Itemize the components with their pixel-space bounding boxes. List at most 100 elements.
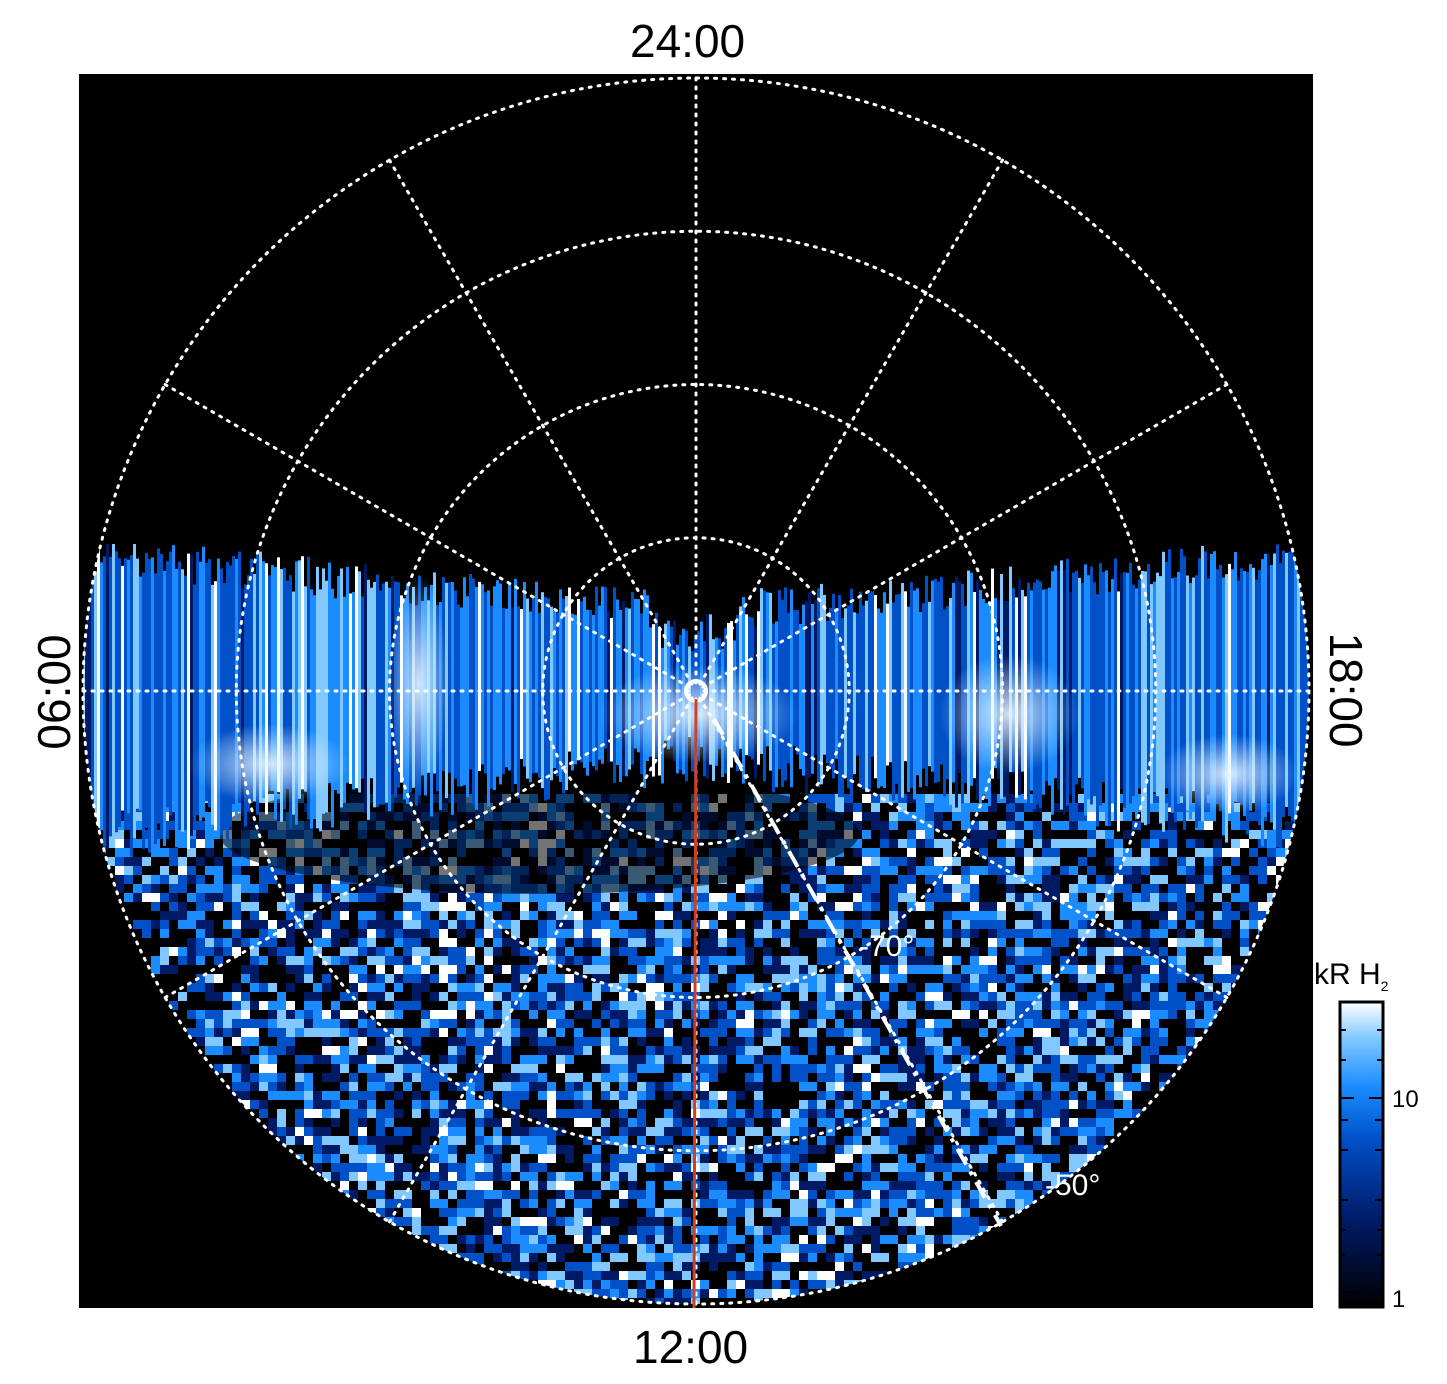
speckle-cell: [178, 956, 187, 965]
aurora-streak: [232, 555, 235, 805]
speckle-cell: [322, 1073, 340, 1082]
local-time-meridian: [388, 696, 694, 1224]
speckle-cell: [781, 1163, 790, 1172]
speckle-cell: [169, 1001, 178, 1010]
speckle-cell: [907, 947, 916, 956]
speckle-cell: [358, 893, 376, 902]
speckle-cell: [556, 1208, 574, 1217]
speckle-cell: [934, 1163, 943, 1172]
speckle-cell: [916, 1226, 925, 1235]
colorbar-tick-10: 10: [1392, 1086, 1419, 1113]
speckle-cell: [538, 1154, 556, 1163]
speckle-cell: [1042, 884, 1051, 893]
speckle-cell: [439, 965, 457, 974]
speckle-cell: [1123, 1118, 1132, 1127]
speckle-cell: [754, 1217, 772, 1226]
speckle-cell: [790, 1127, 799, 1136]
speckle-cell: [358, 1055, 367, 1064]
speckle-cell: [448, 1010, 457, 1019]
speckle-cell: [673, 1244, 691, 1253]
speckle-cell: [700, 1001, 709, 1010]
speckle-cell: [520, 902, 529, 911]
speckle-cell: [745, 911, 763, 920]
speckle-cell: [547, 1172, 556, 1181]
aurora-streak: [796, 610, 799, 755]
speckle-cell: [853, 992, 862, 1001]
speckle-cell: [1078, 938, 1087, 947]
speckle-cell: [511, 1028, 520, 1037]
speckle-cell: [745, 1154, 763, 1163]
speckle-cell: [313, 938, 331, 947]
speckle-cell: [673, 1217, 682, 1226]
speckle-cell: [250, 857, 259, 866]
speckle-cell: [934, 794, 943, 803]
speckle-cell: [1042, 1055, 1051, 1064]
speckle-cell: [1033, 1127, 1042, 1136]
speckle-cell: [844, 1163, 853, 1172]
speckle-cell: [925, 1199, 934, 1208]
speckle-cell: [961, 1046, 970, 1055]
speckle-cell: [214, 992, 223, 1001]
speckle-cell: [1177, 893, 1186, 902]
aurora-streak: [904, 591, 907, 762]
speckle-cell: [925, 866, 943, 875]
speckle-cell: [250, 1091, 268, 1100]
speckle-cell: [844, 866, 862, 875]
speckle-cell: [790, 938, 808, 947]
speckle-cell: [889, 983, 898, 992]
speckle-cell: [583, 1163, 592, 1172]
speckle-cell: [934, 1235, 943, 1244]
speckle-cell: [358, 1172, 367, 1181]
speckle-cell: [916, 902, 925, 911]
aurora-streak: [817, 588, 820, 788]
speckle-cell: [943, 1100, 952, 1109]
speckle-cell: [1267, 821, 1276, 830]
speckle-cell: [1024, 1046, 1033, 1055]
emission-layer: [83, 514, 1309, 1304]
speckle-cell: [124, 839, 133, 848]
speckle-cell: [1159, 893, 1168, 902]
speckle-cell: [826, 875, 835, 884]
speckle-cell: [682, 938, 691, 947]
speckle-cell: [745, 1190, 754, 1199]
speckle-cell: [259, 938, 268, 947]
speckle-cell: [799, 1010, 808, 1019]
aurora-streak: [88, 544, 91, 854]
speckle-cell: [646, 938, 655, 947]
speckle-cell: [709, 1109, 727, 1118]
speckle-cell: [916, 803, 925, 812]
speckle-cell: [700, 1280, 709, 1289]
speckle-cell: [934, 893, 952, 902]
speckle-cell: [313, 1163, 322, 1172]
speckle-cell: [1069, 821, 1078, 830]
speckle-cell: [511, 1208, 520, 1217]
speckle-cell: [1159, 1073, 1177, 1082]
speckle-cell: [997, 1037, 1015, 1046]
speckle-cell: [871, 1163, 880, 1172]
speckle-cell: [565, 1271, 574, 1280]
speckle-cell: [1141, 1082, 1150, 1091]
speckle-cell: [421, 1055, 430, 1064]
speckle-cell: [619, 992, 628, 1001]
speckle-cell: [781, 992, 790, 1001]
speckle-cell: [349, 974, 358, 983]
speckle-cell: [1015, 1145, 1033, 1154]
speckle-cell: [988, 965, 997, 974]
speckle-cell: [880, 1253, 889, 1262]
speckle-cell: [1150, 902, 1159, 911]
speckle-cell: [1042, 1001, 1051, 1010]
speckle-cell: [889, 1145, 898, 1154]
aurora-streak: [610, 617, 613, 762]
speckle-cell: [304, 1109, 322, 1118]
speckle-cell: [997, 1127, 1015, 1136]
speckle-cell: [241, 920, 259, 929]
speckle-cell: [214, 947, 223, 956]
aurora-streak: [337, 575, 340, 794]
speckle-cell: [916, 1244, 925, 1253]
speckle-cell: [736, 956, 745, 965]
speckle-cell: [961, 848, 970, 857]
speckle-cell: [394, 1091, 403, 1100]
speckle-cell: [1159, 1019, 1168, 1028]
speckle-cell: [547, 1235, 556, 1244]
speckle-cell: [556, 1028, 565, 1037]
